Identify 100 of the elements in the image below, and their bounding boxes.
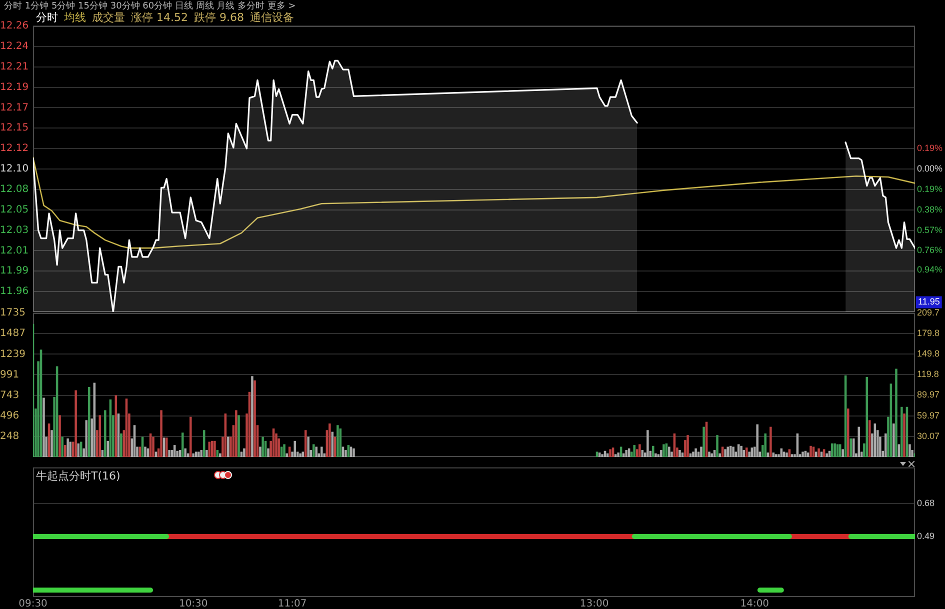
- y2-tick-label: 119.8: [917, 369, 939, 380]
- bar: [198, 452, 200, 457]
- bar: [737, 444, 740, 457]
- bar: [601, 454, 604, 457]
- bar: [154, 452, 158, 457]
- bar: [772, 452, 775, 457]
- bar: [721, 446, 724, 457]
- bar: [694, 448, 697, 457]
- bar: [208, 442, 211, 457]
- y-tick-label: 12.01: [0, 245, 29, 256]
- chart-title: 牛起点分时T(16): [36, 469, 120, 482]
- bar: [206, 450, 208, 457]
- bar: [662, 444, 665, 457]
- bar: [638, 444, 641, 457]
- y-tick-label: 12.08: [0, 184, 29, 196]
- bar: [194, 452, 198, 457]
- y2-tick-label: 59.97: [917, 410, 940, 420]
- bar: [820, 452, 823, 457]
- y-tick-label: 0.68: [917, 498, 935, 508]
- y2-tick-label: 0.19%: [917, 184, 943, 194]
- bar: [350, 446, 352, 457]
- bar: [315, 446, 318, 457]
- bar: [259, 446, 262, 457]
- text: 跌停 9.68: [194, 10, 244, 24]
- bar: [288, 446, 291, 457]
- bar: [782, 452, 786, 457]
- bar: [657, 454, 660, 457]
- bar: [858, 426, 860, 457]
- bar: [262, 436, 264, 457]
- bar: [814, 452, 818, 457]
- bar: [686, 435, 689, 457]
- bar: [238, 415, 240, 457]
- bar: [838, 444, 842, 457]
- bar: [903, 414, 906, 457]
- bar: [766, 452, 770, 457]
- bar: [88, 386, 90, 457]
- bar: [138, 446, 142, 457]
- bar: [61, 436, 64, 457]
- bar: [678, 450, 681, 457]
- bar: [646, 430, 649, 457]
- y-tick-label: 12.05: [0, 204, 29, 216]
- bar: [892, 423, 895, 457]
- bar: [120, 433, 122, 457]
- bar: [598, 452, 601, 457]
- y-tick-label: 12.10: [0, 164, 29, 175]
- text: 成交量: [92, 10, 125, 24]
- bar: [620, 446, 622, 457]
- bar: [98, 415, 101, 457]
- y-tick-label: 991: [0, 369, 20, 380]
- bar: [42, 398, 45, 457]
- bar: [895, 368, 898, 457]
- bar: [283, 444, 286, 457]
- bar: [660, 450, 662, 457]
- bar: [344, 450, 347, 457]
- bar: [312, 444, 315, 457]
- bar: [847, 408, 850, 457]
- y2-tick-label: 149.8: [917, 348, 940, 359]
- y-tick-label: 0.49: [917, 531, 935, 542]
- y-tick-label: 11.96: [0, 286, 29, 298]
- bar: [692, 452, 694, 457]
- bar: [654, 453, 657, 457]
- bar: [302, 452, 304, 457]
- bar: [184, 448, 186, 457]
- bar: [50, 430, 53, 457]
- y-tick-label: 12.15: [0, 122, 29, 134]
- bar: [210, 440, 214, 457]
- bar: [214, 440, 216, 457]
- bar: [235, 410, 238, 457]
- text: 通信设备: [250, 10, 294, 24]
- y-tick-label: 12.19: [0, 82, 29, 93]
- y2-tick-label: 0.57%: [917, 224, 943, 235]
- bar: [58, 415, 61, 457]
- y2-tick-label: 0.94%: [917, 264, 943, 275]
- bar: [748, 452, 750, 457]
- bar: [307, 436, 310, 457]
- y-tick-label: 496: [0, 410, 20, 422]
- bar: [718, 453, 721, 457]
- bar: [294, 440, 296, 457]
- y2-tick-label: 0.76%: [917, 245, 943, 256]
- bar: [716, 435, 718, 457]
- bar: [342, 446, 344, 457]
- text: 分时: [36, 10, 58, 24]
- x-tick-label: 09:30: [18, 598, 48, 609]
- chart-subtitle: 分时 1分钟 5分钟 15分钟 30分钟 60分钟 日线 周线 月线 多分时 更多 >: [4, 0, 296, 12]
- bar: [614, 454, 617, 457]
- y2-tick-label: 0.19%: [917, 143, 943, 154]
- bar: [802, 452, 804, 457]
- y-tick-label: 12.12: [0, 143, 29, 154]
- bar: [280, 446, 283, 457]
- y-tick-label: 1735: [0, 308, 26, 319]
- bar: [842, 449, 844, 457]
- y2-tick-label: 89.97: [917, 390, 940, 400]
- bar: [726, 446, 729, 457]
- y-tick-label: 11.99: [0, 266, 29, 277]
- y2-tick-label: 0.38%: [917, 204, 943, 214]
- bar: [625, 450, 628, 457]
- bar: [834, 443, 836, 457]
- bar: [652, 446, 654, 457]
- bar: [609, 449, 612, 457]
- bar: [850, 438, 852, 457]
